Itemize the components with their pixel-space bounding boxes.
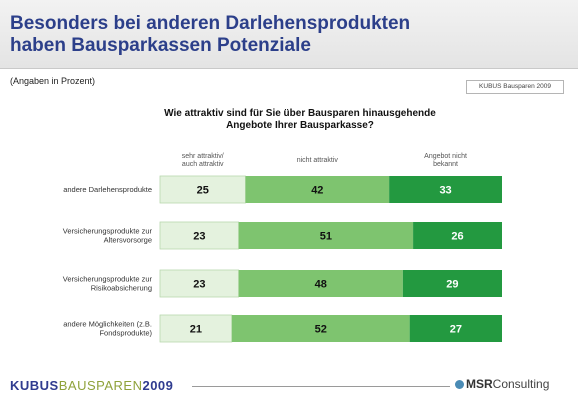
data-label: 23 — [193, 231, 205, 243]
bar-segment — [159, 269, 240, 298]
bar-segment — [159, 175, 246, 204]
kubus-logo-part: KUBUS — [10, 378, 59, 393]
data-label: 48 — [315, 279, 327, 291]
category-label: andere Darlehensprodukte — [63, 185, 152, 194]
slide-title-line: Besonders bei anderen Darlehensprodukten — [10, 13, 411, 34]
category-label: Versicherungsprodukte zur — [63, 275, 153, 284]
category-label: Versicherungsprodukte zur — [63, 227, 153, 236]
category-label: Risikoabsicherung — [91, 284, 152, 293]
bar-segment — [245, 176, 390, 203]
legend-label: nicht attraktiv — [297, 157, 339, 164]
chart-question-line: Angebote Ihrer Bausparkasse? — [226, 120, 374, 131]
data-label: 33 — [439, 185, 451, 197]
bar-segment — [238, 270, 403, 297]
bar-segment — [389, 176, 502, 203]
category-label: Fondsprodukte) — [99, 329, 152, 338]
data-label: 51 — [320, 231, 332, 243]
category-label: andere Möglichkeiten (z.B. — [63, 320, 152, 329]
legend-label: sehr attraktiv/ — [182, 153, 224, 160]
msr-logo: MSRConsulting — [455, 377, 549, 391]
legend-label: Angebot nicht — [424, 153, 467, 160]
chart-question: Wie attraktiv sind für Sie über Bauspare… — [150, 108, 450, 132]
msr-logo-part: MSR — [466, 377, 493, 391]
msr-logo-icon — [455, 380, 464, 389]
unit-note: (Angaben in Prozent) — [10, 76, 96, 86]
legend-label: auch attraktiv — [182, 161, 224, 168]
bar-segment — [413, 222, 502, 249]
data-label: 23 — [193, 279, 205, 291]
data-label: 52 — [315, 324, 327, 336]
chart-question-line: Wie attraktiv sind für Sie über Bauspare… — [164, 108, 436, 119]
kubus-logo-part: BAUSPAREN — [58, 378, 143, 393]
data-label: 29 — [446, 279, 458, 291]
header-divider — [0, 68, 578, 69]
slide-title-line: haben Bausparkassen Potenziale — [10, 35, 311, 56]
slide-header: Besonders bei anderen Darlehensprodukten… — [0, 0, 578, 68]
data-label: 25 — [197, 185, 209, 197]
bar-segment — [238, 222, 414, 249]
bar-segment — [231, 315, 410, 342]
category-label: Altersvorsorge — [104, 236, 152, 245]
kubus-logo: KUBUSBAUSPAREN2009 — [10, 378, 173, 393]
bar-segment — [159, 314, 233, 343]
footer-divider — [192, 386, 450, 387]
kubus-logo-part: 2009 — [142, 378, 174, 393]
data-label: 26 — [451, 231, 463, 243]
data-label: 21 — [190, 324, 202, 336]
msr-logo-part: Consulting — [492, 377, 550, 391]
bar-segment — [409, 315, 502, 342]
slide-title: Besonders bei anderen Darlehensprodukten… — [10, 13, 410, 57]
legend-label: bekannt — [433, 161, 458, 168]
data-label: 42 — [311, 185, 323, 197]
bar-segment — [402, 270, 502, 297]
data-label: 27 — [450, 324, 462, 336]
source-box: KUBUS Bausparen 2009 — [466, 80, 564, 94]
